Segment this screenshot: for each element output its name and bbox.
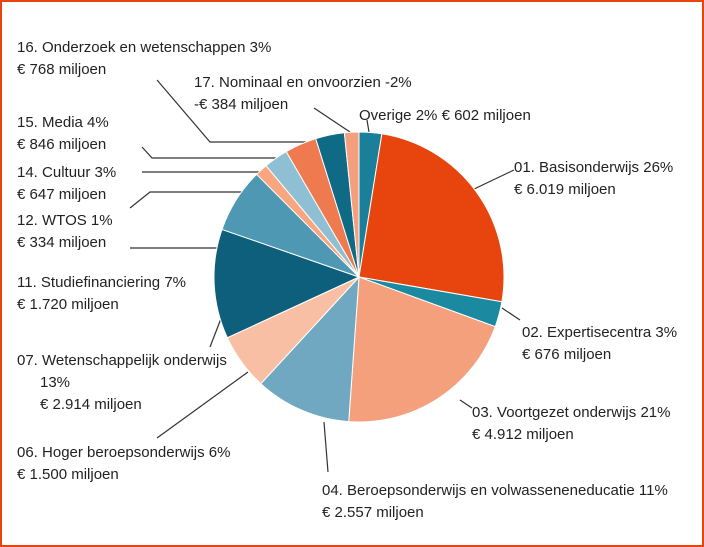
slice-label: 14. Cultuur 3% € 647 miljoen bbox=[17, 162, 116, 206]
leader-line bbox=[471, 169, 515, 191]
share-label: 26% bbox=[643, 159, 674, 176]
category-label: 17. Nominaal en onvoorzien bbox=[194, 74, 381, 91]
value-label: € 2.557 miljoen bbox=[322, 504, 424, 521]
value-label: € 2.914 miljoen bbox=[40, 396, 142, 413]
value-label: € 647 miljoen bbox=[17, 186, 107, 203]
category-label: 11. Studiefinanciering bbox=[17, 274, 161, 291]
category-label: 07. Wetenschappelijk onderwijs bbox=[17, 352, 227, 369]
share-label: 3% bbox=[249, 39, 272, 56]
category-label: 15. Media bbox=[17, 114, 83, 131]
leader-lines bbox=[129, 79, 521, 473]
slice-label: 03. Voortgezet onderwijs 21% € 4.912 milj… bbox=[472, 402, 670, 446]
category-label: 02. Expertisecentra bbox=[522, 324, 652, 341]
slice-label: 12. WTOS 1% € 334 miljoen bbox=[17, 210, 113, 254]
share-label: 13% bbox=[40, 374, 71, 391]
leader-line bbox=[156, 79, 307, 143]
value-label: € 676 miljoen bbox=[522, 346, 612, 363]
category-label: 04. Beroepsonderwijs en volwasseneneduca… bbox=[322, 482, 635, 499]
category-label: Overige bbox=[359, 107, 412, 124]
category-label: 12. WTOS bbox=[17, 212, 87, 229]
slice-label: 11. Studiefinanciering 7% € 1.720 miljoen bbox=[17, 272, 186, 316]
slice-label: 02. Expertisecentra 3% € 676 miljoen bbox=[522, 322, 677, 366]
category-label: 14. Cultuur bbox=[17, 164, 91, 181]
share-label: 4% bbox=[87, 114, 109, 131]
pie-slice bbox=[260, 275, 360, 423]
pie-slice bbox=[358, 133, 505, 303]
share-label: -2% bbox=[384, 74, 412, 91]
value-label: € 768 miljoen bbox=[17, 61, 107, 78]
slice-label: 06. Hoger beroepsonderwijs 6% € 1.500 mil… bbox=[17, 442, 230, 486]
slice-label: 15. Media 4% € 846 miljoen bbox=[17, 112, 109, 156]
leader-line bbox=[209, 315, 223, 348]
leader-line bbox=[459, 399, 473, 409]
category-label: 01. Basisonderwijs bbox=[514, 159, 640, 176]
share-label: 2% bbox=[415, 107, 438, 124]
leader-line bbox=[323, 421, 329, 473]
pie-slice bbox=[343, 131, 360, 278]
slice-label: 17. Nominaal en onvoorzien -2% -€ 384 mil… bbox=[194, 72, 412, 116]
share-label: 6% bbox=[208, 444, 231, 461]
slice-label: 16. Onderzoek en wetenschappen 3% € 768 m… bbox=[17, 37, 271, 81]
share-label: 7% bbox=[164, 274, 187, 291]
pie-slice bbox=[348, 276, 496, 423]
category-label: 03. Voortgezet onderwijs bbox=[472, 404, 637, 421]
value-label: € 4.912 miljoen bbox=[472, 426, 574, 443]
category-label: 06. Hoger beroepsonderwijs bbox=[17, 444, 205, 461]
share-label: 11% bbox=[638, 482, 668, 499]
slice-label: 04. Beroepsonderwijs en volwasseneneduca… bbox=[322, 480, 668, 524]
slice-label: 07. Wetenschappelijk onderwijs 13% € 2.91… bbox=[17, 350, 230, 416]
value-label: € 6.019 miljoen bbox=[514, 181, 616, 198]
slice-label: 01. Basisonderwijs 26% € 6.019 miljoen bbox=[514, 157, 673, 201]
share-label: 1% bbox=[90, 212, 113, 229]
share-label: 21% bbox=[640, 404, 671, 421]
leader-line bbox=[141, 146, 290, 159]
leader-line bbox=[129, 191, 264, 209]
value-label: € 334 miljoen bbox=[17, 234, 107, 251]
value-label: € 1.500 miljoen bbox=[17, 466, 119, 483]
pie-slice bbox=[213, 228, 361, 339]
value-label: € 1.720 miljoen bbox=[17, 296, 119, 313]
share-label: 3% bbox=[94, 164, 117, 181]
value-label: € 602 miljoen bbox=[441, 107, 531, 124]
leader-line bbox=[313, 107, 351, 133]
value-label: € 846 miljoen bbox=[17, 136, 107, 153]
value-label: -€ 384 miljoen bbox=[194, 96, 289, 113]
leader-line bbox=[366, 119, 370, 133]
slice-label: Overige 2% € 602 miljoen bbox=[359, 105, 531, 127]
leader-line bbox=[156, 371, 249, 439]
leader-line bbox=[501, 307, 521, 321]
share-label: 3% bbox=[655, 324, 678, 341]
category-label: 16. Onderzoek en wetenschappen bbox=[17, 39, 246, 56]
